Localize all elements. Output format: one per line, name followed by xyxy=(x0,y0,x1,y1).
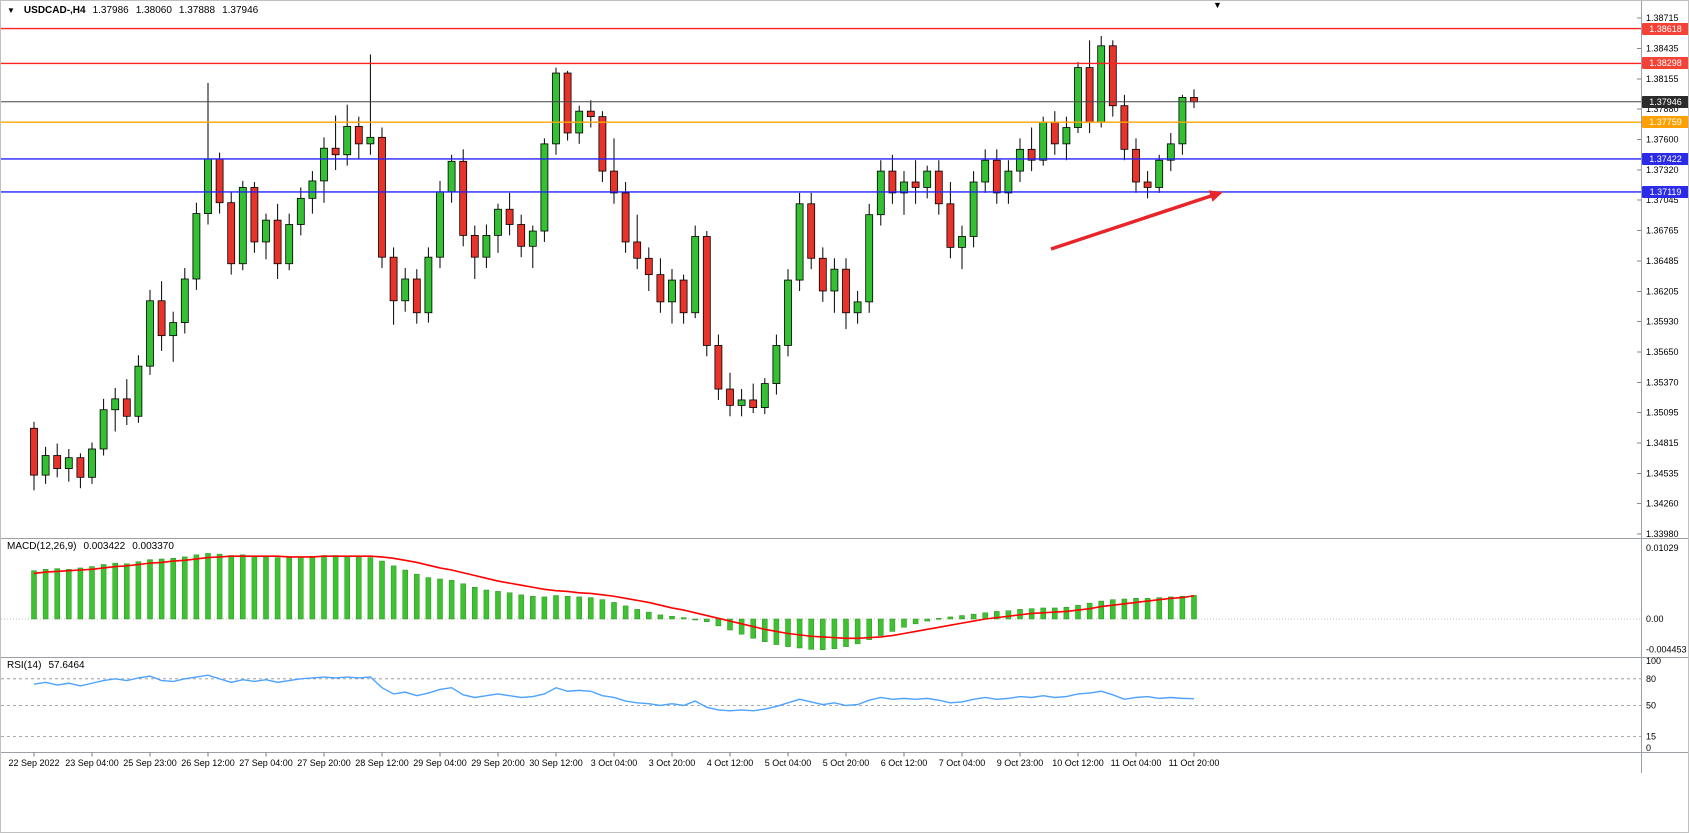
price-badge-1.37422: 1.37422 xyxy=(1642,152,1688,165)
svg-text:1.36765: 1.36765 xyxy=(1646,225,1679,235)
svg-text:29 Sep 20:00: 29 Sep 20:00 xyxy=(471,758,525,768)
rsi-level-lines xyxy=(1,678,1641,738)
svg-text:1.33980: 1.33980 xyxy=(1646,529,1679,539)
svg-text:15: 15 xyxy=(1646,732,1656,742)
macd-main-value: 0.003422 xyxy=(83,541,126,552)
svg-text:50: 50 xyxy=(1646,701,1656,711)
svg-text:0.00: 0.00 xyxy=(1646,614,1664,624)
ohlc-high: 1.38060 xyxy=(135,5,172,16)
macd-scale[interactable]: 0.01029 0.00 -0.004453 xyxy=(1646,543,1687,655)
price-badge-1.37119: 1.37119 xyxy=(1642,185,1688,198)
price-badge-1.37759: 1.37759 xyxy=(1642,116,1688,129)
svg-text:3 Oct 20:00: 3 Oct 20:00 xyxy=(649,758,696,768)
svg-text:23 Sep 04:00: 23 Sep 04:00 xyxy=(65,758,119,768)
price-badge-1.37946: 1.37946 xyxy=(1642,95,1688,108)
svg-text:1.35930: 1.35930 xyxy=(1646,316,1679,326)
svg-text:9 Oct 23:00: 9 Oct 23:00 xyxy=(997,758,1044,768)
price-scale[interactable]: 1.38715 1.38435 1.38155 1.37880 1.37600 1.373… xyxy=(1637,13,1679,539)
svg-text:10 Oct 12:00: 10 Oct 12:00 xyxy=(1052,758,1104,768)
svg-text:30 Sep 12:00: 30 Sep 12:00 xyxy=(529,758,583,768)
svg-text:11 Oct 04:00: 11 Oct 04:00 xyxy=(1111,758,1162,768)
macd-title: MACD(12,26,9) xyxy=(7,541,77,552)
svg-text:27 Sep 04:00: 27 Sep 04:00 xyxy=(239,758,293,768)
bar-marker-icon: ▼ xyxy=(1213,0,1222,10)
macd-indicator-label: MACD(12,26,9) 0.003422 0.003370 xyxy=(7,541,174,552)
ohlc-open: 1.37986 xyxy=(92,5,129,16)
symbol-period-label: USDCAD-,H4 xyxy=(23,5,86,16)
svg-text:26 Sep 12:00: 26 Sep 12:00 xyxy=(181,758,235,768)
svg-text:0.01029: 0.01029 xyxy=(1646,543,1679,553)
svg-text:1.37320: 1.37320 xyxy=(1646,165,1679,175)
trend-arrow-annotation[interactable] xyxy=(1050,190,1223,251)
horizontal-level-lines[interactable] xyxy=(1,27,1641,193)
svg-text:1.35650: 1.35650 xyxy=(1646,347,1679,357)
svg-text:25 Sep 23:00: 25 Sep 23:00 xyxy=(123,758,177,768)
rsi-value: 57.6464 xyxy=(48,660,85,671)
svg-text:1.38155: 1.38155 xyxy=(1646,74,1679,84)
svg-text:0: 0 xyxy=(1646,743,1651,753)
rsi-indicator-label: RSI(14) 57.6464 xyxy=(7,660,85,671)
rsi-title: RSI(14) xyxy=(7,660,42,671)
ohlc-low: 1.37888 xyxy=(178,5,216,16)
svg-text:28 Sep 12:00: 28 Sep 12:00 xyxy=(355,758,409,768)
svg-text:11 Oct 20:00: 11 Oct 20:00 xyxy=(1169,758,1220,768)
svg-text:3 Oct 04:00: 3 Oct 04:00 xyxy=(591,758,638,768)
svg-text:100: 100 xyxy=(1646,656,1661,666)
time-axis[interactable]: 22 Sep 2022 23 Sep 04:00 25 Sep 23:00 26 Se… xyxy=(8,752,1220,769)
svg-text:-0.004453: -0.004453 xyxy=(1646,645,1687,655)
candlesticks xyxy=(30,35,1198,491)
svg-text:27 Sep 20:00: 27 Sep 20:00 xyxy=(297,758,351,768)
svg-text:6 Oct 12:00: 6 Oct 12:00 xyxy=(881,758,928,768)
svg-text:1.34260: 1.34260 xyxy=(1646,498,1679,508)
svg-text:1.37880: 1.37880 xyxy=(1646,104,1679,114)
svg-text:4 Oct 12:00: 4 Oct 12:00 xyxy=(707,758,754,768)
svg-text:1.38715: 1.38715 xyxy=(1646,13,1679,23)
macd-histogram xyxy=(31,553,1197,650)
svg-text:5 Oct 04:00: 5 Oct 04:00 xyxy=(765,758,812,768)
svg-text:1.36485: 1.36485 xyxy=(1646,256,1679,266)
svg-text:1.38435: 1.38435 xyxy=(1646,44,1679,54)
svg-text:1.34535: 1.34535 xyxy=(1646,468,1679,478)
macd-signal-line xyxy=(33,555,1195,640)
ohlc-close: 1.37946 xyxy=(222,5,259,16)
rsi-line xyxy=(33,674,1195,712)
svg-text:80: 80 xyxy=(1646,674,1656,684)
svg-text:1.37600: 1.37600 xyxy=(1646,135,1679,145)
svg-text:1.35370: 1.35370 xyxy=(1646,378,1679,388)
svg-text:5 Oct 20:00: 5 Oct 20:00 xyxy=(823,758,870,768)
svg-text:1.37045: 1.37045 xyxy=(1646,195,1679,205)
macd-signal-value: 0.003370 xyxy=(132,541,174,552)
collapse-icon[interactable]: ▼ xyxy=(7,6,15,15)
price-badge-1.38298: 1.38298 xyxy=(1642,57,1688,70)
price-badge-1.38618: 1.38618 xyxy=(1642,22,1688,35)
svg-text:7 Oct 04:00: 7 Oct 04:00 xyxy=(939,758,986,768)
svg-text:22 Sep 2022: 22 Sep 2022 xyxy=(8,758,59,768)
svg-text:1.35095: 1.35095 xyxy=(1646,407,1679,417)
svg-text:1.36205: 1.36205 xyxy=(1646,287,1679,297)
svg-text:1.34815: 1.34815 xyxy=(1646,438,1679,448)
chart-ohlc-header: ▼ USDCAD-,H4 1.37986 1.38060 1.37888 1.3… xyxy=(7,5,258,16)
rsi-scale[interactable]: 100 80 50 150 xyxy=(1646,656,1661,753)
svg-text:29 Sep 04:00: 29 Sep 04:00 xyxy=(413,758,467,768)
